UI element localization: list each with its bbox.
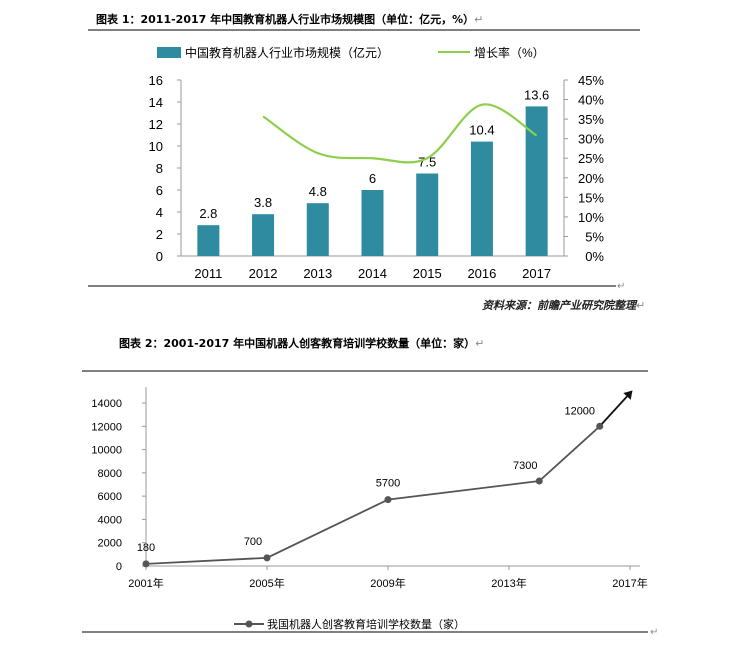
y-right-tick-label: 35% — [578, 112, 604, 127]
chart2-caption-text: 图表 2：2001-2017 年中国机器人创客教育培训学校数量（单位：家） — [119, 337, 476, 350]
data-value-label: 5700 — [376, 478, 400, 490]
bar — [306, 203, 329, 256]
x-tick-label: 2013年 — [491, 576, 526, 590]
data-point — [263, 554, 271, 562]
bar — [525, 106, 548, 257]
bar-value-label: 13.6 — [524, 87, 549, 102]
legend-label-line: 增长率（%） — [474, 45, 545, 60]
school-count-line — [145, 425, 601, 565]
y-left-tick-label: 12 — [149, 117, 163, 132]
y-left-tick-label: 8 — [156, 161, 163, 176]
y-right-tick-label: 0% — [585, 249, 604, 264]
y-left-tick-label: 14 — [149, 95, 163, 110]
growth-rate-line — [262, 103, 538, 164]
return-mark: ↵ — [617, 281, 625, 292]
legend-swatch-marker — [245, 620, 253, 628]
y-tick-label: 12000 — [91, 421, 122, 433]
y-right-tick-label: 20% — [578, 171, 604, 186]
x-tick-label: 2012 — [249, 266, 278, 281]
trend-arrow — [599, 390, 633, 427]
y-right-tick-label: 15% — [578, 190, 604, 205]
x-tick-label: 2011 — [194, 266, 222, 281]
y-tick-label: 0 — [116, 561, 122, 573]
legend-swatch-bar — [157, 47, 181, 58]
source-text: 资料来源：前瞻产业研究院整理 — [482, 299, 636, 312]
x-tick-label: 2014 — [358, 266, 387, 281]
return-mark: ↵ — [650, 627, 658, 638]
chart1-caption: 图表 1：2011-2017 年中国教育机器人行业市场规模图（单位：亿元，%）↵ — [96, 11, 483, 27]
y-left-tick-label: 16 — [149, 73, 163, 88]
x-tick-label: 2009年 — [370, 576, 405, 590]
data-point — [142, 560, 150, 568]
bar-value-label: 10.4 — [469, 123, 494, 138]
y-tick-label: 10000 — [91, 445, 122, 457]
y-left-tick-label: 6 — [156, 183, 163, 198]
y-tick-label: 6000 — [98, 491, 122, 503]
chart1-caption-text: 图表 1：2011-2017 年中国教育机器人行业市场规模图（单位：亿元，%） — [96, 13, 475, 26]
y-tick-label: 4000 — [98, 514, 122, 526]
x-tick-label: 2017 — [522, 266, 551, 281]
y-right-tick-label: 25% — [578, 151, 604, 166]
x-tick-label: 2001年 — [128, 576, 163, 590]
bar-value-label: 2.8 — [199, 206, 217, 221]
chart2: 0 2000 4000 6000 8000 10000 12000 14000 2001年 200… — [82, 370, 658, 638]
bar — [470, 141, 493, 256]
return-mark: ↵ — [636, 299, 646, 312]
y-right-tick-label: 10% — [578, 210, 604, 225]
source-note: 资料来源：前瞻产业研究院整理↵ — [482, 297, 645, 313]
data-value-label: 7300 — [513, 460, 537, 472]
y-right-tick-label: 45% — [578, 73, 604, 88]
y-right-tick-label: 40% — [578, 93, 604, 108]
bar-value-label: 3.8 — [254, 195, 272, 210]
x-tick-label: 2013 — [303, 266, 332, 281]
x-tick-label: 2016 — [467, 266, 496, 281]
legend-label: 我国机器人创客教育培训学校数量（家） — [267, 617, 465, 631]
data-point — [384, 496, 392, 504]
data-value-label: 12000 — [564, 405, 595, 417]
chart2-caption: 图表 2：2001-2017 年中国机器人创客教育培训学校数量（单位：家）↵ — [119, 335, 484, 351]
y-left-tick-label: 2 — [156, 227, 163, 242]
y-tick-label: 2000 — [98, 538, 122, 550]
y-left-tick-label: 0 — [156, 249, 163, 264]
y-tick-label: 14000 — [91, 398, 122, 410]
data-value-label: 180 — [137, 542, 155, 554]
bar-value-label: 4.8 — [309, 184, 327, 199]
x-tick-label: 2017年 — [612, 576, 647, 590]
data-point — [535, 477, 543, 485]
x-tick-label: 2005年 — [249, 576, 284, 590]
bar-value-label: 7.5 — [418, 155, 436, 170]
legend-label-bar: 中国教育机器人行业市场规模（亿元） — [185, 45, 389, 60]
chart1: 中国教育机器人行业市场规模（亿元） 增长率（%） 0 2 4 6 8 10 12 14 16 0% 5%… — [88, 29, 640, 292]
x-tick-label: 2015 — [413, 266, 442, 281]
bar — [197, 225, 220, 256]
y-left-tick-label: 10 — [149, 139, 163, 154]
data-point — [596, 422, 604, 430]
y-left-tick-label: 4 — [156, 205, 163, 220]
bar — [416, 173, 439, 256]
y-right-tick-label: 30% — [578, 132, 604, 147]
data-value-label: 700 — [244, 536, 262, 548]
bar-value-label: 6 — [369, 171, 376, 186]
return-mark: ↵ — [474, 13, 484, 26]
y-tick-label: 8000 — [98, 468, 122, 480]
y-right-tick-label: 5% — [585, 229, 604, 244]
bar — [361, 190, 384, 256]
return-mark: ↵ — [475, 337, 485, 350]
bar — [252, 214, 275, 256]
